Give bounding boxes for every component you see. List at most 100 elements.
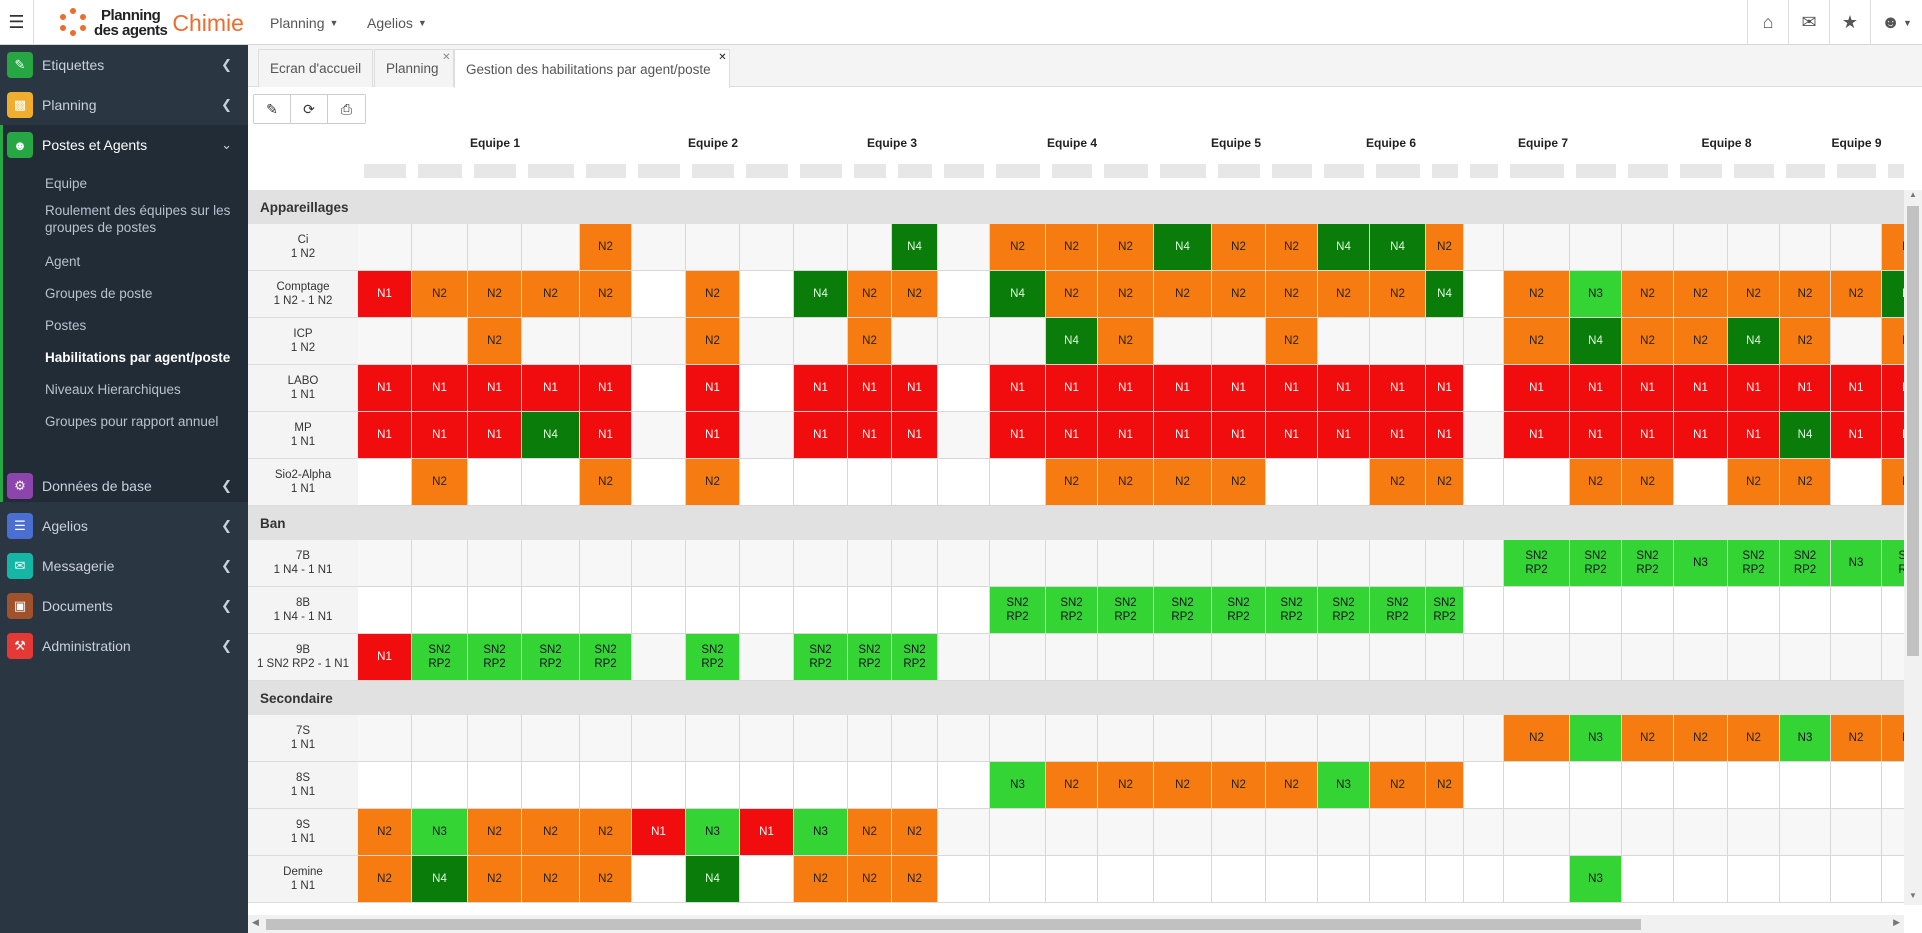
habilitation-cell[interactable] xyxy=(1154,715,1212,762)
habilitation-cell[interactable]: N1 xyxy=(1831,365,1882,412)
habilitation-cell[interactable] xyxy=(1882,587,1904,634)
habilitation-cell[interactable]: N2 xyxy=(468,856,522,903)
habilitation-cell[interactable]: N2 xyxy=(412,271,468,318)
habilitation-cell[interactable]: N2 xyxy=(1370,762,1426,809)
habilitation-cell[interactable] xyxy=(1674,809,1728,856)
habilitation-cell[interactable] xyxy=(1212,809,1266,856)
habilitation-cell[interactable]: N2 xyxy=(580,809,632,856)
habilitation-cell[interactable] xyxy=(580,715,632,762)
habilitation-cell[interactable] xyxy=(1266,809,1318,856)
app-logo[interactable]: Planning des agents Chimie xyxy=(58,4,244,42)
habilitation-cell[interactable]: N2 xyxy=(1622,271,1674,318)
habilitation-cell[interactable] xyxy=(468,715,522,762)
habilitation-cell[interactable] xyxy=(1674,587,1728,634)
habilitation-cell[interactable]: N2 xyxy=(1426,459,1464,506)
habilitation-cell[interactable] xyxy=(938,459,990,506)
habilitation-cell[interactable]: N1 xyxy=(412,412,468,459)
habilitation-cell[interactable]: N4 xyxy=(522,412,580,459)
habilitation-cell[interactable] xyxy=(522,318,580,365)
scroll-down-icon[interactable]: ▼ xyxy=(1909,891,1917,900)
habilitation-cell[interactable]: N2 xyxy=(1266,318,1318,365)
habilitation-cell[interactable]: N1 xyxy=(580,365,632,412)
habilitation-cell[interactable]: N2 xyxy=(1426,762,1464,809)
habilitation-cell[interactable] xyxy=(740,271,794,318)
habilitation-cell[interactable] xyxy=(522,715,580,762)
habilitation-cell[interactable] xyxy=(1622,224,1674,271)
habilitation-cell[interactable]: N2 xyxy=(1266,271,1318,318)
habilitation-cell[interactable]: N1 xyxy=(358,365,412,412)
habilitation-cell[interactable] xyxy=(632,412,686,459)
habilitation-cell[interactable]: N1 xyxy=(1570,365,1622,412)
habilitation-cell[interactable]: N2 xyxy=(358,856,412,903)
habilitation-cell[interactable] xyxy=(1154,856,1212,903)
pencil-icon[interactable]: ✎ xyxy=(254,95,291,123)
habilitation-cell[interactable] xyxy=(1780,634,1831,681)
sidebar-subitem-habilitations[interactable]: Habilitations par agent/poste xyxy=(45,350,231,365)
print-icon[interactable]: ⎙ xyxy=(328,95,365,123)
habilitation-cell[interactable]: N2 xyxy=(1426,224,1464,271)
habilitation-cell[interactable]: N2 xyxy=(1154,762,1212,809)
habilitation-cell[interactable] xyxy=(938,809,990,856)
sidebar-subitem-agent[interactable]: Agent xyxy=(45,254,81,269)
habilitation-cell[interactable] xyxy=(1318,634,1370,681)
habilitation-cell[interactable] xyxy=(1464,365,1504,412)
habilitation-cell[interactable] xyxy=(1046,809,1098,856)
habilitation-cell[interactable]: N1 xyxy=(358,634,412,681)
habilitation-cell[interactable]: N1 xyxy=(1426,365,1464,412)
habilitation-cell[interactable]: N1 xyxy=(1318,365,1370,412)
habilitation-cell[interactable] xyxy=(632,318,686,365)
habilitation-cell[interactable] xyxy=(1882,762,1904,809)
habilitation-cell[interactable]: N2 xyxy=(848,318,892,365)
habilitation-cell[interactable] xyxy=(1318,856,1370,903)
habilitation-cell[interactable] xyxy=(1504,224,1570,271)
habilitation-cell[interactable] xyxy=(1570,224,1622,271)
habilitation-cell[interactable] xyxy=(1504,809,1570,856)
habilitation-cell[interactable] xyxy=(1464,412,1504,459)
habilitation-cell[interactable]: N2 xyxy=(848,271,892,318)
habilitation-cell[interactable] xyxy=(358,762,412,809)
star-icon[interactable]: ★ xyxy=(1829,0,1870,45)
habilitation-cell[interactable] xyxy=(1882,809,1904,856)
habilitation-cell[interactable] xyxy=(1464,587,1504,634)
habilitation-cell[interactable]: N2 xyxy=(1098,224,1154,271)
habilitation-cell[interactable] xyxy=(1046,715,1098,762)
habilitation-cell[interactable] xyxy=(1504,856,1570,903)
habilitation-cell[interactable] xyxy=(1370,540,1426,587)
habilitation-cell[interactable] xyxy=(1464,318,1504,365)
habilitation-cell[interactable] xyxy=(1098,856,1154,903)
habilitation-cell[interactable] xyxy=(580,762,632,809)
habilitation-cell[interactable]: N2 xyxy=(580,271,632,318)
tab-habilitations[interactable]: Gestion des habilitations par agent/post… xyxy=(454,49,730,88)
habilitation-cell[interactable] xyxy=(686,540,740,587)
habilitation-cell[interactable]: N1 xyxy=(1882,412,1904,459)
habilitation-cell[interactable]: N2 xyxy=(1831,715,1882,762)
habilitation-cell[interactable]: N2 xyxy=(686,318,740,365)
habilitation-cell[interactable] xyxy=(1728,856,1780,903)
habilitation-cell[interactable]: N2 xyxy=(1728,715,1780,762)
habilitation-cell[interactable]: N1 xyxy=(412,365,468,412)
habilitation-cell[interactable]: N2 xyxy=(580,459,632,506)
habilitation-cell[interactable] xyxy=(938,271,990,318)
habilitation-cell[interactable] xyxy=(1464,715,1504,762)
habilitation-cell[interactable] xyxy=(892,459,938,506)
habilitation-cell[interactable] xyxy=(740,715,794,762)
habilitation-cell[interactable]: N2 xyxy=(522,856,580,903)
habilitation-cell[interactable]: N1 xyxy=(740,809,794,856)
habilitation-cell[interactable]: N4 xyxy=(412,856,468,903)
habilitation-cell[interactable]: N2 xyxy=(468,809,522,856)
habilitation-cell[interactable] xyxy=(1046,634,1098,681)
habilitation-cell[interactable]: N2 xyxy=(892,856,938,903)
habilitation-cell[interactable]: N4 xyxy=(1570,318,1622,365)
habilitation-cell[interactable] xyxy=(1154,540,1212,587)
habilitation-cell[interactable] xyxy=(1674,762,1728,809)
habilitation-cell[interactable] xyxy=(468,587,522,634)
habilitation-cell[interactable] xyxy=(990,809,1046,856)
habilitation-cell[interactable]: N2 xyxy=(1622,715,1674,762)
habilitation-cell[interactable] xyxy=(848,540,892,587)
